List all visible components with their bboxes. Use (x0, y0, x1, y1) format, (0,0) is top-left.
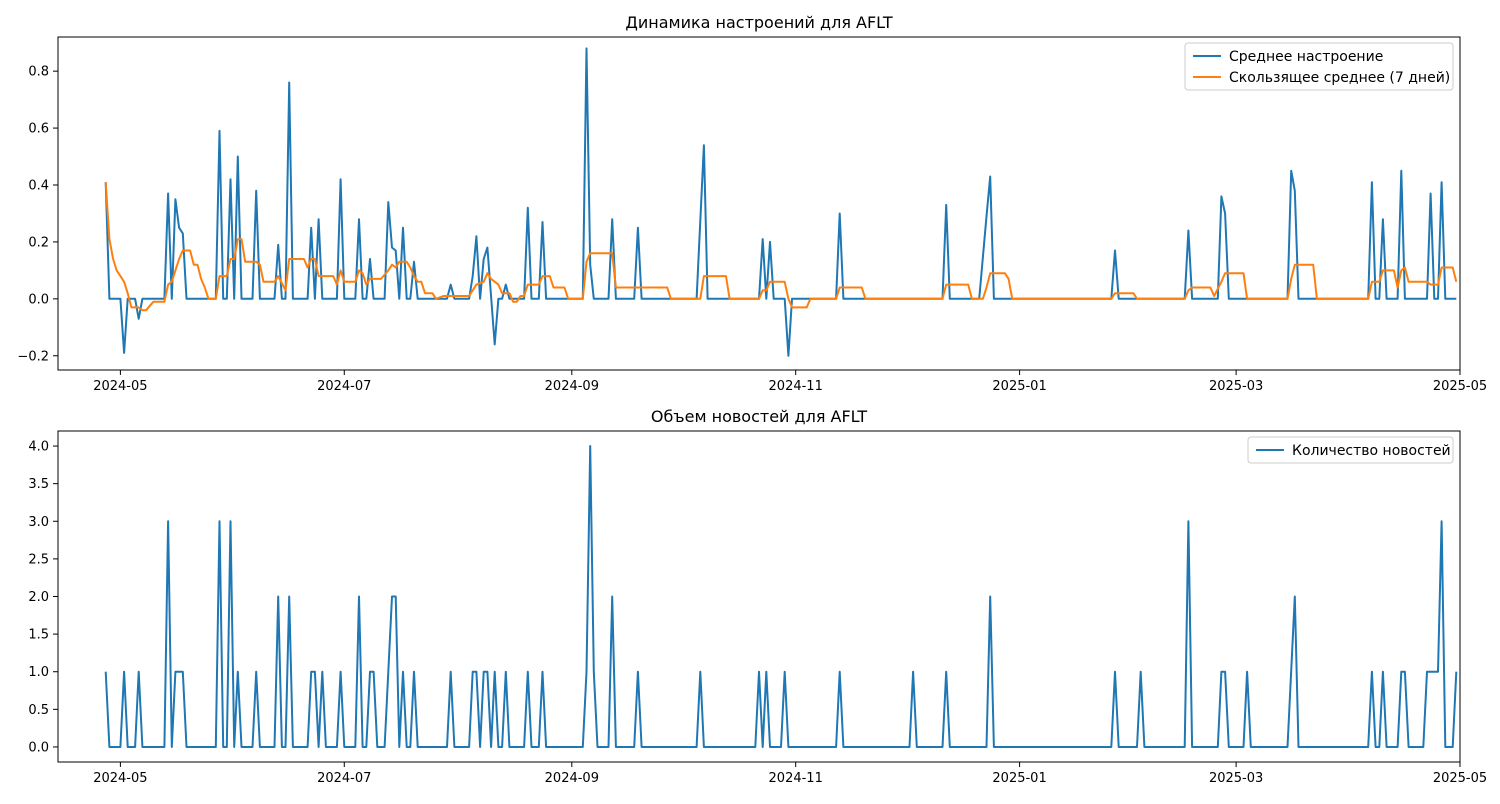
sentiment-y-tick-label: −0.2 (17, 349, 49, 364)
news-volume-legend: Количество новостей (1247, 436, 1454, 464)
sentiment-x-tick-label: 2025-03 (1209, 379, 1263, 394)
news-volume-chart-title: Объем новостей для AFLT (651, 407, 868, 426)
sentiment-x-tick-label: 2025-01 (992, 379, 1046, 394)
news-volume-y-tick-label: 0.5 (28, 703, 49, 718)
news-volume-x-tick-label: 2025-05 (1433, 771, 1487, 786)
sentiment-x-tick-label: 2024-09 (545, 379, 599, 394)
news-volume-y-tick-label: 3.0 (28, 515, 49, 530)
sentiment-x-axis: 2024-05 2024-07 2024-09 2024-11 2025-01 2025-… (93, 370, 1487, 394)
sentiment-panel: Динамика настроений для AFLT 2024-05 2024… (17, 13, 1487, 394)
sentiment-legend-label-mean: Среднее настроение (1229, 49, 1383, 65)
news-volume-series-line-0 (104, 445, 1458, 748)
news-volume-x-tick-label: 2024-11 (769, 771, 823, 786)
sentiment-y-tick-label: 0.0 (28, 292, 49, 307)
sentiment-series-line-0 (104, 47, 1457, 357)
news-volume-y-tick-label: 1.0 (28, 665, 49, 680)
news-volume-y-axis: 0.0 0.5 1.0 1.5 2.0 2.5 3.0 3.5 4.0 (28, 440, 58, 755)
news-volume-x-tick-label: 2025-01 (992, 771, 1046, 786)
sentiment-legend: Среднее настроение Скользящее среднее (7… (1184, 42, 1454, 91)
news-volume-y-tick-label: 1.5 (28, 628, 49, 643)
news-volume-x-tick-label: 2024-05 (93, 771, 147, 786)
sentiment-y-tick-label: 0.4 (28, 179, 49, 194)
news-volume-x-tick-label: 2024-07 (317, 771, 371, 786)
news-volume-y-tick-label: 2.0 (28, 590, 49, 605)
sentiment-y-tick-label: 0.2 (28, 235, 49, 250)
news-volume-legend-label: Количество новостей (1292, 443, 1451, 459)
news-volume-y-tick-label: 0.0 (28, 740, 49, 755)
sentiment-x-tick-label: 2025-05 (1433, 379, 1487, 394)
sentiment-series-line-1 (104, 182, 1458, 312)
sentiment-legend-label-ma: Скользящее среднее (7 дней) (1229, 70, 1450, 86)
news-volume-series-lines (104, 445, 1458, 748)
sentiment-y-tick-label: 0.8 (28, 65, 49, 80)
sentiment-y-axis: −0.2 0.0 0.2 0.4 0.6 0.8 (17, 65, 58, 364)
sentiment-y-tick-label: 0.6 (28, 122, 49, 137)
sentiment-series-lines (104, 47, 1458, 357)
news-volume-x-tick-label: 2025-03 (1209, 771, 1263, 786)
news-volume-y-tick-label: 2.5 (28, 552, 49, 567)
news-volume-y-tick-label: 3.5 (28, 477, 49, 492)
sentiment-axes-frame (57, 36, 1461, 371)
sentiment-x-tick-label: 2024-11 (769, 379, 823, 394)
news-volume-x-axis: 2024-05 2024-07 2024-09 2024-11 2025-01 2025-… (93, 762, 1487, 786)
sentiment-chart-title: Динамика настроений для AFLT (625, 13, 893, 32)
sentiment-legend-box (1184, 42, 1454, 91)
sentiment-x-tick-label: 2024-05 (93, 379, 147, 394)
news-volume-y-tick-label: 4.0 (28, 440, 49, 455)
news-volume-x-tick-label: 2024-09 (545, 771, 599, 786)
news-volume-legend-box (1247, 436, 1454, 464)
sentiment-x-tick-label: 2024-07 (317, 379, 371, 394)
news-volume-panel: Объем новостей для AFLT 2024-05 2024-07 20… (28, 407, 1487, 786)
